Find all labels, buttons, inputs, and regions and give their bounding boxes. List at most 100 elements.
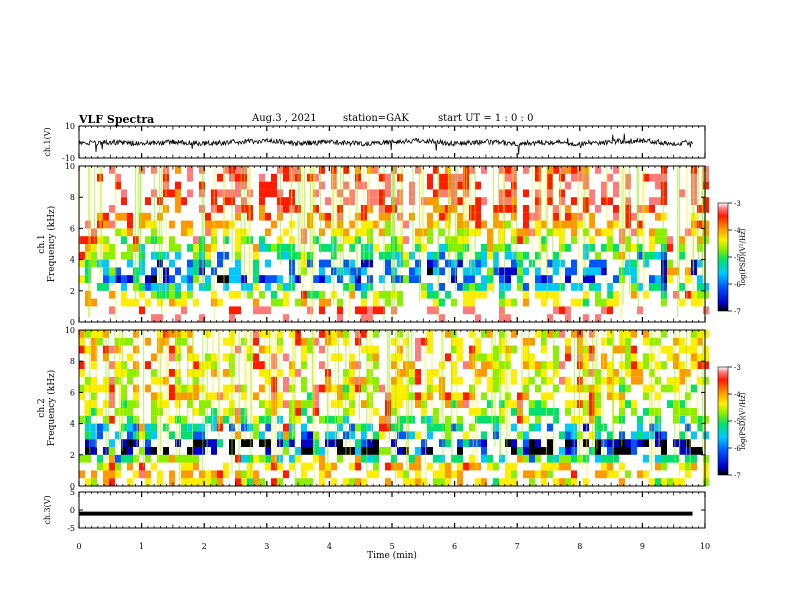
y-tick-label: -5 — [67, 524, 75, 533]
spectrogram-cell — [535, 189, 541, 198]
spectrogram-cell — [127, 454, 133, 463]
spectrogram-cell — [565, 431, 571, 440]
spectrogram-cell — [241, 181, 247, 190]
spectrogram-cell — [511, 369, 517, 377]
spectrogram-cell — [613, 415, 619, 424]
spectrogram-cell — [295, 400, 301, 408]
spectrogram-cell — [529, 454, 535, 463]
spectrogram-cell — [415, 259, 421, 268]
spectrogram-cell — [535, 197, 541, 205]
spectrogram-cell — [205, 181, 211, 190]
spectrogram-cell — [337, 314, 343, 322]
spectrogram-cell — [499, 205, 505, 213]
spectrogram-cell — [361, 267, 367, 276]
spectrogram-cell — [637, 283, 643, 291]
spectrogram-cell — [367, 251, 373, 260]
spectrogram-cell — [91, 298, 97, 307]
spectrogram-cell — [415, 376, 421, 385]
spectrogram-cell — [127, 415, 133, 424]
spectrogram-cell — [457, 376, 463, 385]
spectrogram-cell — [517, 236, 523, 244]
spectrogram-cell — [535, 275, 541, 283]
spectrogram-cell — [403, 189, 409, 198]
spectrogram-cell — [217, 314, 223, 322]
spectrogram-cell — [613, 212, 619, 221]
spectrogram-burst — [521, 330, 523, 454]
spectrogram-cell — [493, 361, 499, 369]
spectrogram-cell — [511, 267, 517, 276]
spectrogram-burst — [342, 166, 344, 297]
spectrogram-cell — [661, 431, 667, 440]
x-axis-label: Time (min) — [367, 550, 417, 561]
spectrogram-cell — [589, 236, 595, 244]
spectrogram-cell — [451, 181, 457, 190]
spectrogram-cell — [487, 400, 493, 408]
spectrogram-cell — [115, 376, 121, 385]
spectrogram-cell — [487, 283, 493, 291]
spectrogram-cell — [337, 298, 343, 307]
spectrogram-cell — [691, 408, 697, 416]
spectrogram-cell — [151, 408, 157, 416]
spectrogram-cell — [559, 220, 565, 229]
spectrogram-cell — [133, 415, 139, 424]
spectrogram-cell — [685, 275, 691, 283]
spectrogram-cell — [319, 212, 325, 221]
spectrogram-cell — [505, 275, 511, 283]
spectrogram-cell — [271, 314, 277, 322]
spectrogram-burst — [592, 330, 594, 456]
spectrogram-cell — [679, 314, 685, 322]
spectrogram-cell — [547, 470, 553, 479]
spectrogram-cell — [115, 345, 121, 354]
spectrogram-burst — [99, 166, 101, 284]
spectrogram-cell — [457, 345, 463, 354]
spectrogram-cell — [271, 181, 277, 190]
spectrogram-cell — [475, 478, 481, 486]
spectrogram-cell — [103, 462, 109, 471]
spectrogram-cell — [163, 314, 169, 322]
spectrogram-cell — [325, 197, 331, 205]
spectrogram-cell — [253, 298, 259, 307]
spectrogram-cell — [337, 220, 343, 229]
spectrogram-cell — [703, 353, 709, 362]
spectrogram-burst — [545, 166, 547, 274]
spectrogram-cell — [301, 298, 307, 307]
spectrogram-cell — [511, 298, 517, 307]
spectrogram-cell — [301, 431, 307, 440]
spectrogram-cell — [91, 306, 97, 315]
spectrogram-cell — [271, 290, 277, 299]
spectrogram-cell — [541, 236, 547, 244]
spectrogram-cell — [319, 306, 325, 315]
spectrogram-cell — [109, 462, 115, 471]
spectrogram-cell — [541, 220, 547, 229]
spectrogram-cell — [373, 220, 379, 229]
spectrogram-cell — [517, 384, 523, 393]
spectrogram-cell — [571, 454, 577, 463]
spectrogram-cell — [391, 400, 397, 408]
spectrogram-burst — [303, 166, 306, 264]
spectrogram-cell — [349, 447, 355, 455]
spectrogram-cell — [547, 314, 553, 322]
x-tick-label: 8 — [577, 542, 582, 551]
spectrogram-cell — [475, 205, 481, 213]
spectrogram-cell — [319, 415, 325, 424]
spectrogram-cell — [583, 384, 589, 393]
spectrogram-cell — [361, 400, 367, 408]
spectrogram-cell — [511, 197, 517, 205]
spectrogram-cell — [553, 259, 559, 268]
spectrogram-cell — [571, 283, 577, 291]
spectrogram-cell — [493, 267, 499, 276]
spectrogram-burst — [611, 330, 613, 424]
spectrogram-cell — [667, 275, 673, 283]
spectrogram-cell — [121, 283, 127, 291]
spectrogram-cell — [349, 189, 355, 198]
spectrogram-cell — [187, 447, 193, 455]
spectrogram-cell — [121, 447, 127, 455]
spectrogram-cell — [349, 259, 355, 268]
spectrogram-cell — [175, 205, 181, 213]
spectrogram-cell — [307, 337, 313, 346]
spectrogram-cell — [571, 236, 577, 244]
spectrogram-cell — [313, 392, 319, 401]
spectrogram-burst — [161, 166, 163, 314]
spectrogram-burst — [494, 330, 496, 447]
spectrogram-cell — [145, 220, 151, 229]
